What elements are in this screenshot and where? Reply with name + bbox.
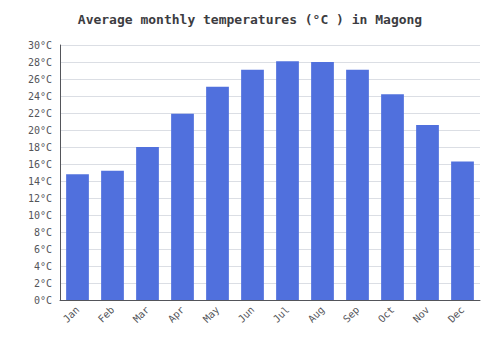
- svg-text:Dec: Dec: [446, 304, 467, 325]
- svg-text:Jun: Jun: [236, 304, 257, 325]
- svg-text:Average monthly temperatures (: Average monthly temperatures (°C ) in Ma…: [78, 12, 422, 27]
- svg-text:8°C: 8°C: [34, 227, 52, 238]
- svg-text:14°C: 14°C: [28, 176, 52, 187]
- svg-text:26°C: 26°C: [28, 74, 52, 85]
- svg-text:May: May: [201, 304, 222, 325]
- svg-text:0°C: 0°C: [34, 295, 52, 306]
- svg-text:Apr: Apr: [166, 304, 187, 325]
- svg-text:22°C: 22°C: [28, 108, 52, 119]
- svg-text:28°C: 28°C: [28, 57, 52, 68]
- svg-text:24°C: 24°C: [28, 91, 52, 102]
- svg-text:Oct: Oct: [376, 304, 397, 325]
- svg-text:2°C: 2°C: [34, 278, 52, 289]
- svg-text:Mar: Mar: [131, 304, 152, 325]
- svg-text:18°C: 18°C: [28, 142, 52, 153]
- svg-text:Jan: Jan: [61, 304, 82, 325]
- svg-text:12°C: 12°C: [28, 193, 52, 204]
- svg-text:16°C: 16°C: [28, 159, 52, 170]
- svg-text:10°C: 10°C: [28, 210, 52, 221]
- svg-text:4°C: 4°C: [34, 261, 52, 272]
- svg-text:Aug: Aug: [306, 304, 327, 325]
- svg-text:Sep: Sep: [341, 304, 362, 325]
- svg-text:30°C: 30°C: [28, 40, 52, 51]
- svg-text:Jul: Jul: [271, 304, 292, 325]
- svg-text:Feb: Feb: [96, 304, 117, 325]
- svg-text:Nov: Nov: [411, 304, 432, 325]
- svg-text:6°C: 6°C: [34, 244, 52, 255]
- svg-text:20°C: 20°C: [28, 125, 52, 136]
